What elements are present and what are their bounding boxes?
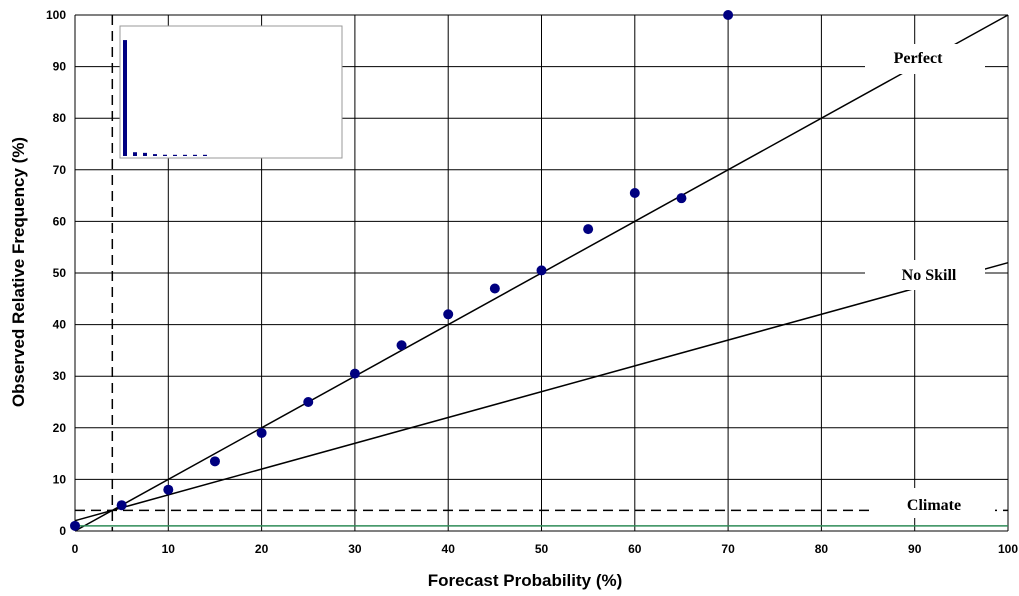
- y-axis-title: Observed Relative Frequency (%): [9, 137, 28, 407]
- data-point-11: [583, 224, 594, 235]
- inset-bar-2: [143, 152, 147, 156]
- y-tick-label-1: 10: [53, 472, 67, 486]
- x-tick-label-0: 0: [72, 542, 79, 556]
- x-tick-label-4: 40: [442, 542, 456, 556]
- data-point-10: [536, 265, 547, 276]
- data-point-5: [303, 397, 314, 407]
- inset-bar-1: [133, 152, 137, 156]
- y-tick-label-7: 70: [53, 163, 67, 177]
- inset-bar-7: [193, 154, 197, 156]
- x-tick-label-3: 30: [348, 542, 362, 556]
- inset-bar-6: [183, 154, 187, 156]
- data-point-14: [723, 10, 734, 20]
- y-tick-label-9: 90: [53, 60, 67, 74]
- y-tick-label-6: 60: [53, 214, 67, 228]
- data-point-6: [349, 368, 360, 379]
- x-tick-label-8: 80: [815, 542, 829, 556]
- data-point-2: [163, 484, 174, 495]
- data-point-0: [70, 520, 80, 531]
- y-tick-label-0: 0: [59, 524, 66, 538]
- inset-histogram: [119, 25, 343, 159]
- perfect-label-box: [865, 44, 985, 74]
- y-tick-label-4: 40: [53, 318, 67, 332]
- y-tick-labels: 0 10 20 30 40 50 60 70 80 90 100: [46, 8, 66, 538]
- inset-bar-4: [163, 154, 167, 156]
- data-point-13: [676, 193, 687, 204]
- no-skill-line: [74, 261, 1009, 522]
- reference-lines: [74, 14, 1009, 532]
- x-tick-label-5: 50: [535, 542, 549, 556]
- inset-bar-8: [203, 154, 207, 156]
- y-tick-label-8: 80: [53, 111, 67, 125]
- climate-label: Climate: [907, 497, 961, 514]
- x-tick-label-7: 70: [721, 542, 735, 556]
- perfect-label: Perfect: [894, 50, 944, 67]
- data-points: [70, 10, 734, 531]
- x-tick-label-2: 20: [255, 542, 269, 556]
- inset-bar-3: [153, 154, 157, 156]
- climate-label-box: [875, 488, 995, 518]
- data-point-1: [116, 500, 127, 511]
- no-skill-label-box: [865, 260, 985, 290]
- inset-frame: [119, 25, 343, 159]
- data-point-4: [256, 427, 267, 438]
- x-tick-label-9: 90: [908, 542, 922, 556]
- data-point-9: [489, 283, 500, 294]
- x-axis-title: Forecast Probability (%): [428, 571, 623, 590]
- x-tick-label-6: 60: [628, 542, 642, 556]
- data-point-7: [396, 340, 407, 351]
- x-tick-label-10: 100: [998, 542, 1018, 556]
- grid: [74, 14, 1009, 532]
- data-point-8: [443, 309, 454, 320]
- y-tick-label-5: 50: [53, 266, 67, 280]
- no-skill-label: No Skill: [902, 267, 957, 284]
- inset-bar-5: [173, 154, 177, 156]
- inset-bar-0: [123, 40, 127, 156]
- data-point-12: [629, 188, 640, 199]
- x-tick-labels: 0 10 20 30 40 50 60 70 80 90 100: [72, 542, 1019, 556]
- data-point-3: [209, 456, 220, 467]
- y-tick-label-10: 100: [46, 8, 66, 22]
- y-tick-label-3: 30: [53, 369, 67, 383]
- y-tick-label-2: 20: [53, 421, 67, 435]
- x-tick-label-1: 10: [162, 542, 176, 556]
